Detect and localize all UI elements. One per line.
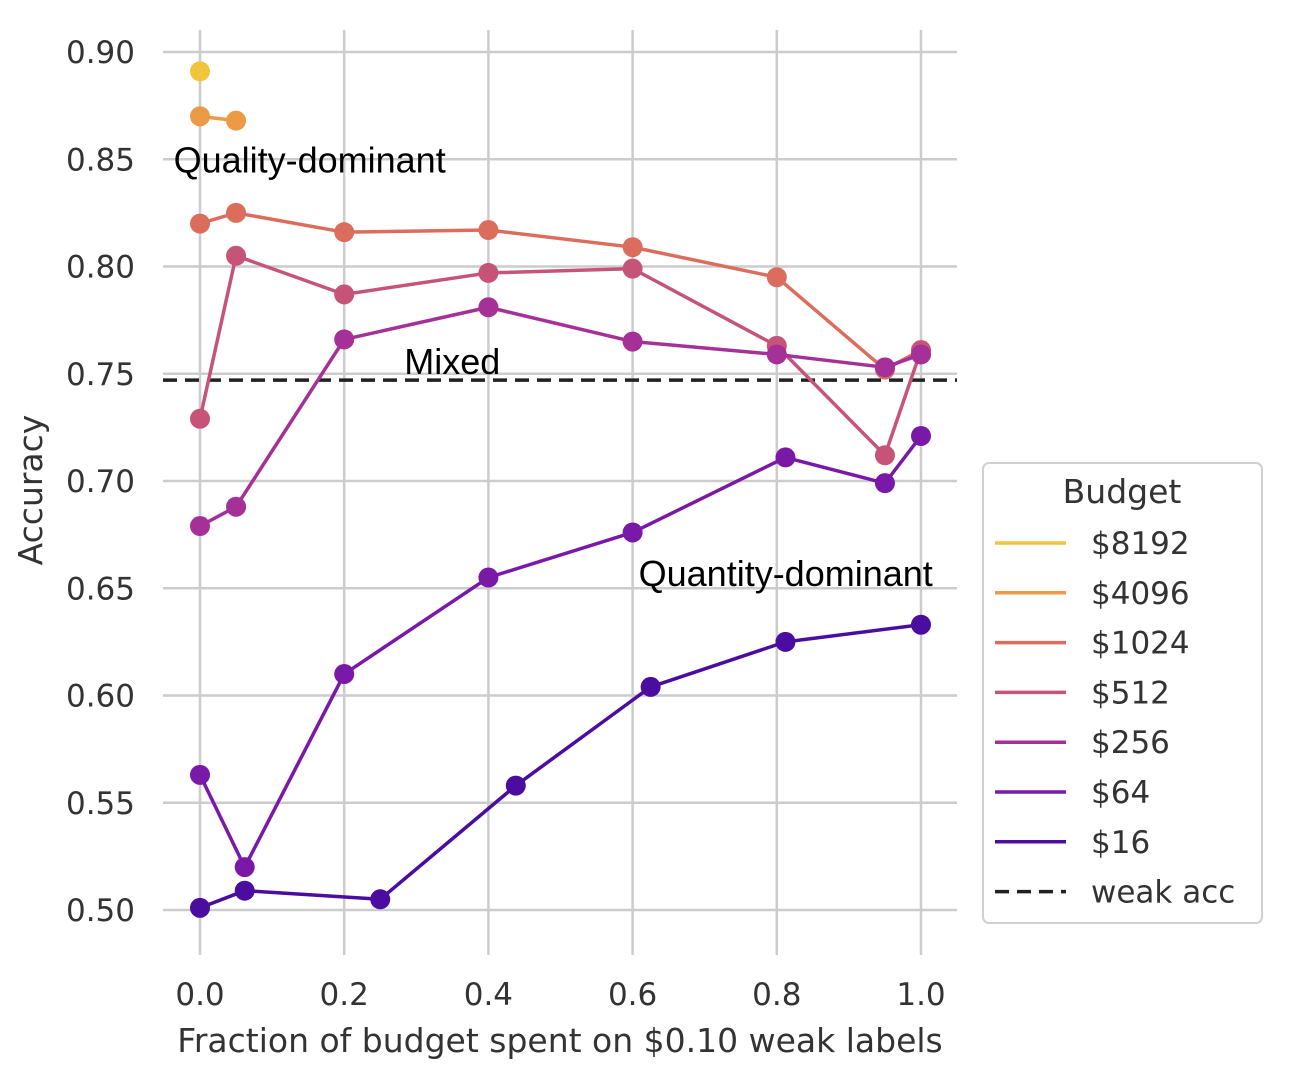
y-tick-label: 0.70 — [66, 464, 135, 500]
annotation: Quality-dominant — [174, 139, 446, 180]
legend-title: Budget — [1063, 472, 1182, 511]
x-tick-label: 0.2 — [320, 977, 369, 1013]
series-2 — [190, 202, 931, 380]
x-tick-label: 1.0 — [896, 977, 945, 1013]
x-tick-label: 0.8 — [752, 977, 801, 1013]
data-point — [874, 357, 895, 378]
legend-label: $1024 — [1091, 626, 1190, 662]
legend-label: $4096 — [1091, 576, 1190, 612]
x-tick-label: 0.6 — [608, 977, 657, 1013]
data-point — [334, 664, 355, 685]
data-point — [190, 516, 210, 537]
series-4 — [190, 297, 931, 537]
grid — [163, 30, 957, 955]
series-5 — [190, 425, 931, 878]
data-point — [226, 202, 247, 223]
series-line — [199, 305, 922, 528]
data-point — [190, 897, 210, 918]
legend-box — [982, 462, 1263, 924]
y-tick-label: 0.55 — [66, 786, 135, 822]
annotation: Mixed — [404, 341, 500, 382]
x-tick-label: 0.0 — [175, 977, 224, 1013]
data-point — [775, 631, 796, 652]
series-line — [198, 434, 923, 869]
series-1 — [190, 106, 247, 131]
data-point — [911, 425, 931, 446]
data-point — [190, 61, 210, 82]
y-axis-label: Accuracy — [11, 415, 50, 566]
data-point — [226, 245, 247, 266]
data-point — [911, 344, 931, 365]
y-tick-label: 0.85 — [66, 142, 135, 178]
data-point — [766, 344, 787, 365]
y-tick-label: 0.65 — [66, 571, 135, 607]
series-line — [199, 622, 922, 910]
data-point — [478, 220, 499, 241]
data-point — [234, 880, 255, 901]
data-point — [334, 284, 355, 305]
tick-labels: 0.0 0.2 0.4 0.6 0.8 1.0 0.50 0.55 0.60 0.65 0.70 0.… — [66, 35, 946, 1013]
data-point — [775, 447, 796, 468]
y-tick-label: 0.90 — [66, 35, 135, 71]
y-tick-label: 0.80 — [66, 250, 135, 286]
annotations: Quality-dominant Mixed Quantity-dominant — [174, 139, 933, 594]
data-point — [505, 775, 526, 796]
series-lines — [190, 61, 931, 918]
series-0 — [190, 61, 210, 82]
data-point — [190, 764, 210, 785]
x-axis-label: Fraction of budget spent on $0.10 weak l… — [177, 1021, 942, 1060]
data-point — [622, 522, 643, 543]
data-point — [226, 496, 247, 517]
legend-label: weak acc — [1091, 875, 1235, 911]
y-tick-label: 0.75 — [66, 357, 135, 393]
data-point — [874, 473, 895, 494]
annotation: Quantity-dominant — [639, 553, 933, 594]
legend-label: $8192 — [1091, 526, 1190, 562]
data-point — [190, 408, 210, 429]
series-3 — [190, 245, 931, 466]
data-point — [478, 567, 499, 588]
data-point — [478, 262, 499, 283]
data-point — [234, 857, 255, 878]
legend: Budget $8192 $4096 $1024 $512 $256 $64 $16 weak … — [982, 462, 1263, 924]
y-tick-label: 0.50 — [66, 893, 135, 929]
legend-label: $256 — [1091, 725, 1170, 761]
data-point — [334, 329, 355, 350]
series-line — [198, 254, 923, 458]
x-tick-label: 0.4 — [464, 977, 513, 1013]
data-point — [190, 213, 210, 234]
data-point — [334, 222, 355, 243]
legend-label: $64 — [1091, 775, 1150, 811]
legend-label: $16 — [1091, 825, 1150, 861]
data-point — [370, 889, 391, 910]
data-point — [766, 267, 787, 288]
data-point — [226, 110, 247, 131]
series-line — [199, 211, 922, 372]
data-point — [190, 106, 210, 127]
data-point — [478, 297, 499, 318]
data-point — [622, 237, 643, 258]
data-point — [622, 331, 643, 352]
data-point — [622, 258, 643, 279]
data-point — [874, 445, 895, 466]
legend-label: $512 — [1091, 675, 1170, 711]
y-tick-label: 0.60 — [66, 679, 135, 715]
data-point — [911, 614, 931, 635]
series-6 — [190, 614, 931, 918]
data-point — [640, 676, 661, 697]
